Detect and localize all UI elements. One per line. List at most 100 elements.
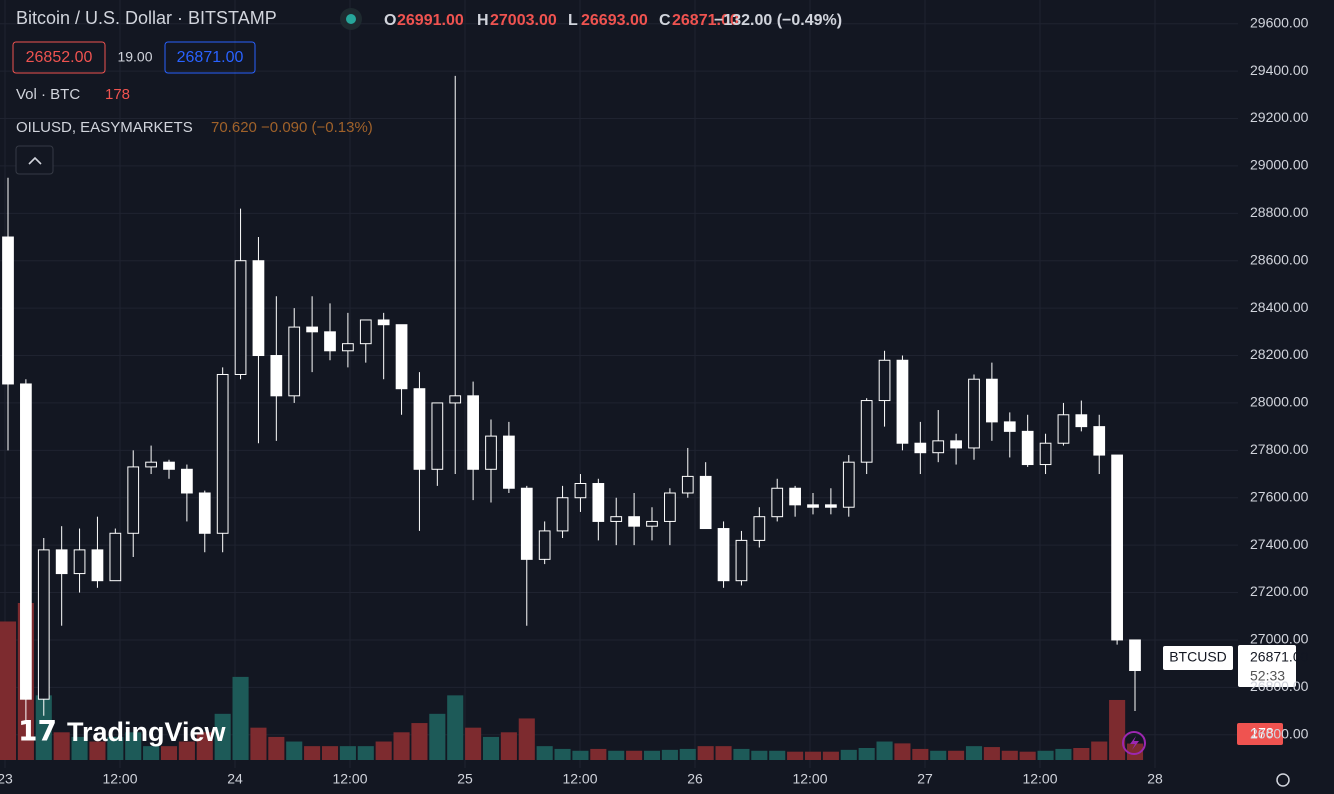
ohlc-letter: O xyxy=(384,12,396,29)
candle-body xyxy=(753,516,766,541)
volume-bar xyxy=(465,727,482,760)
volume-bar xyxy=(429,713,446,760)
y-tick-label: 29400.00 xyxy=(1250,62,1309,78)
candle-body xyxy=(538,530,551,560)
volume-bar xyxy=(822,751,839,760)
volume-bar xyxy=(840,749,857,760)
logo: TradingView xyxy=(67,717,227,747)
candle-body xyxy=(359,319,372,345)
candle-body xyxy=(324,331,336,352)
candle-body xyxy=(20,383,32,700)
candle-body xyxy=(91,549,104,582)
volume-bar xyxy=(930,750,947,760)
candle-body xyxy=(73,549,86,575)
price-tag: 26871.00 xyxy=(1250,649,1309,665)
candle-body xyxy=(771,487,784,518)
countdown: 52:33 xyxy=(1250,668,1285,684)
candle-body xyxy=(1129,639,1141,672)
ohlc-letter: C xyxy=(659,12,671,29)
volume-bar xyxy=(608,750,625,760)
x-tick-label: 12:00 xyxy=(562,771,597,787)
price-tag-bg xyxy=(1238,645,1296,687)
volume-bar xyxy=(447,695,464,760)
candle-body xyxy=(825,504,837,508)
bid[interactable]: 26852.00 xyxy=(26,49,93,66)
ask[interactable]: 26871.00 xyxy=(177,49,244,66)
volume-bar xyxy=(1091,741,1108,760)
volume-bar xyxy=(715,746,732,760)
candle-body xyxy=(1093,426,1106,456)
candle-body xyxy=(1039,442,1052,466)
candle-body xyxy=(1111,454,1123,641)
y-tick-label: 27400.00 xyxy=(1250,536,1309,552)
candle-body xyxy=(181,468,193,494)
volume-bar xyxy=(733,748,750,760)
x-tick-label: 12:00 xyxy=(102,771,137,787)
volume-bar xyxy=(661,749,678,760)
candle-body xyxy=(986,378,998,423)
y-tick-label: 27600.00 xyxy=(1250,488,1309,504)
volume-bar xyxy=(804,751,822,760)
candle-body xyxy=(485,435,497,470)
candle-body xyxy=(377,319,390,326)
candle-body xyxy=(413,388,426,470)
alert-icon[interactable] xyxy=(1130,736,1139,750)
volume-bar xyxy=(697,746,714,760)
collapse-icon[interactable] xyxy=(28,156,42,165)
y-tick-label: 28000.00 xyxy=(1250,394,1309,410)
candle-body xyxy=(127,466,140,534)
volume-bar xyxy=(196,732,213,760)
volume-bar xyxy=(339,746,356,760)
symbol-tag-bg xyxy=(1163,646,1233,670)
bid-box[interactable] xyxy=(12,41,106,74)
volume-bar xyxy=(143,746,160,760)
candle-body xyxy=(449,395,462,404)
ohlc-value: 26991.00 xyxy=(397,12,464,29)
volume-bar xyxy=(626,750,643,760)
ask-box[interactable] xyxy=(164,41,256,74)
volume-bar xyxy=(536,746,553,760)
volume-bar xyxy=(948,750,965,760)
ohlc-letter: L xyxy=(568,12,578,29)
settings-icon[interactable] xyxy=(1276,773,1290,787)
volume-bar xyxy=(983,747,1000,760)
y-tick-label: 27000.00 xyxy=(1250,631,1309,647)
y-tick-label: 29200.00 xyxy=(1250,109,1309,125)
candle-body xyxy=(37,549,50,700)
collapse-button[interactable] xyxy=(15,145,54,175)
volume-bar xyxy=(214,713,231,760)
y-tick-label: 28800.00 xyxy=(1250,204,1309,220)
volume-bar xyxy=(1109,699,1126,760)
y-tick-label: 28200.00 xyxy=(1250,346,1309,362)
candle-body xyxy=(807,504,819,508)
ohlc-value: 26693.00 xyxy=(581,12,648,29)
y-tick-label: 27800.00 xyxy=(1250,441,1309,457)
candle-body xyxy=(860,400,873,463)
status-dot xyxy=(346,14,356,24)
y-tick-label: 26800.00 xyxy=(1250,678,1309,694)
candle-body xyxy=(503,435,515,489)
candle-body xyxy=(789,487,801,506)
x-tick-label: 24 xyxy=(227,771,243,787)
x-tick-label: 12:00 xyxy=(792,771,827,787)
alert-button[interactable] xyxy=(1122,731,1146,755)
volume-bar xyxy=(232,676,249,760)
candle-body xyxy=(681,475,694,494)
volume-last: 178 xyxy=(105,86,130,103)
candle-body xyxy=(306,326,318,333)
volume-bar xyxy=(160,746,178,760)
volume-bar xyxy=(1073,747,1090,760)
volume-bar xyxy=(787,751,804,760)
x-tick-label: 25 xyxy=(457,771,473,787)
candle-body xyxy=(234,260,247,375)
candle-body xyxy=(968,378,980,449)
volume-bar xyxy=(89,741,106,760)
candle-body xyxy=(932,440,945,454)
volume-bar xyxy=(107,736,124,760)
candle-body xyxy=(664,492,676,522)
x-tick-label: 28 xyxy=(1147,771,1163,787)
volume-bar xyxy=(268,736,285,760)
ohlc-value: 26871.00 xyxy=(672,12,739,29)
y-tick-label: 26600.00 xyxy=(1250,725,1309,741)
volume-bar xyxy=(554,748,571,760)
